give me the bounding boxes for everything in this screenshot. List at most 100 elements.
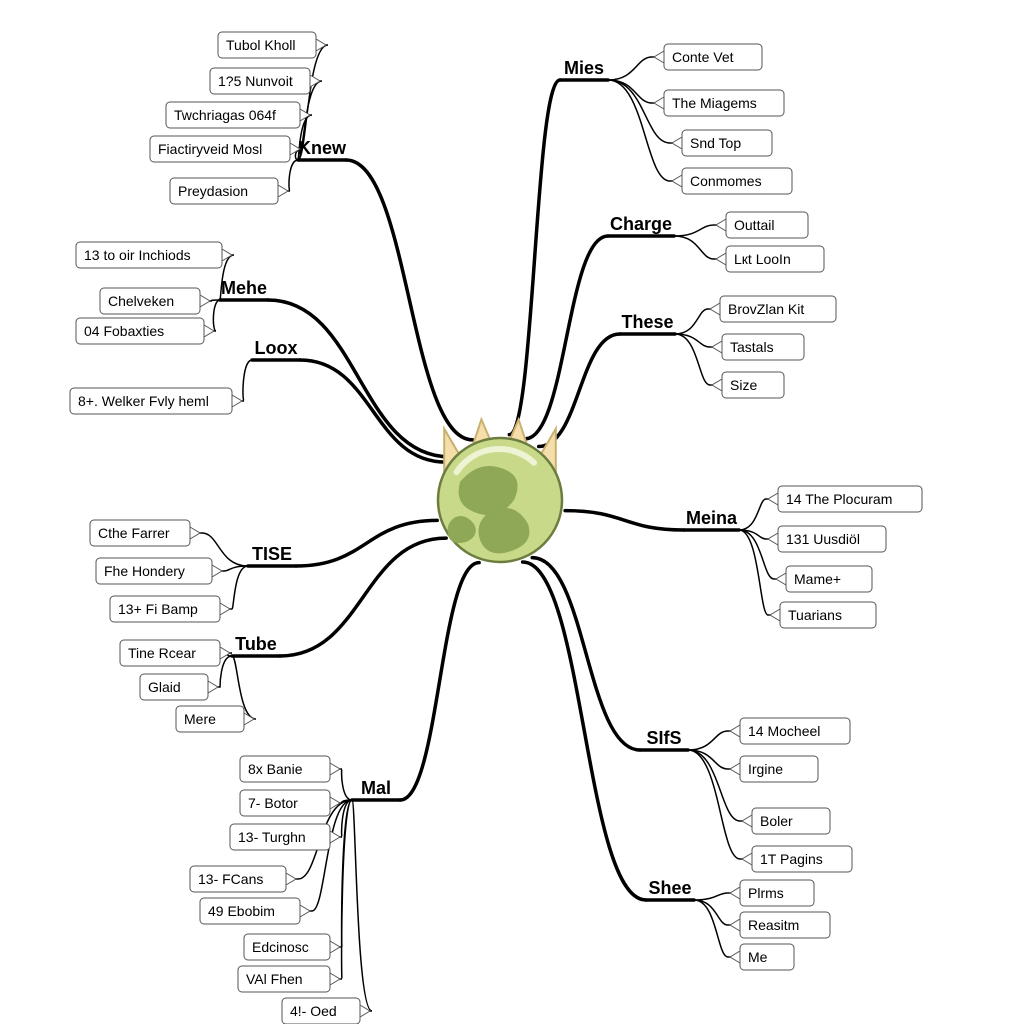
- leaf-label: Irgine: [748, 761, 783, 777]
- leaf-label: 13 to oir Inchiods: [84, 247, 191, 263]
- leaf-label: Me: [748, 949, 768, 965]
- branch-mehe: Mehe 13 to oir Inchiods Chelveken 04 Fobaxt…: [76, 242, 268, 344]
- leaf-label: Cthe Farrer: [98, 525, 170, 541]
- leaf-tab: [730, 951, 740, 963]
- branch-edge: [268, 300, 450, 457]
- branch-label: Mehe: [221, 278, 267, 298]
- center-node: [438, 419, 562, 562]
- leaf-label: Twchriagas 064f: [174, 107, 276, 123]
- leaf-label: The Miagems: [672, 95, 757, 111]
- leaf-tab: [770, 609, 780, 621]
- leaf-label: 13- Turghn: [238, 829, 306, 845]
- leaf-tab: [232, 395, 242, 407]
- leaf-tab: [716, 219, 726, 231]
- branch-label: Shee: [648, 878, 691, 898]
- leaf-edge: [330, 800, 352, 947]
- leaf-tab: [730, 763, 740, 775]
- branch-sifs: SIfS14 MocheelIrgineBoler1T Pagins: [640, 718, 852, 872]
- leaf-label: 49 Ebobim: [208, 903, 275, 919]
- branch-shee: SheePlrmsReasitmMe: [646, 878, 830, 970]
- leaf-tab: [712, 379, 722, 391]
- leaf-tab: [730, 919, 740, 931]
- branch-edge: [523, 562, 646, 900]
- leaf-label: 7- Botor: [248, 795, 298, 811]
- leaf-label: Conmomes: [690, 173, 762, 189]
- leaf-label: 1?5 Nunvoit: [218, 73, 293, 89]
- leaf-label: Preydasion: [178, 183, 248, 199]
- leaf-edge: [608, 57, 664, 80]
- leaf-tab: [300, 905, 310, 917]
- branch-edge: [400, 563, 479, 800]
- leaf-tab: [330, 941, 340, 953]
- leaf-tab: [672, 175, 682, 187]
- leaf-tab: [220, 603, 230, 615]
- leaf-tab: [286, 873, 296, 885]
- leaf-label: Fiactiryveid Mosl: [158, 141, 262, 157]
- leaf-tab: [672, 137, 682, 149]
- branch-tise: TISECthe FarrerFhe Hondery13+ Fi Bamp: [90, 520, 296, 622]
- leaf-tab: [190, 527, 200, 539]
- leaf-edge: [694, 900, 740, 957]
- leaf-tab: [768, 533, 778, 545]
- branch-label: Tube: [235, 634, 277, 654]
- leaf-edge: [232, 360, 252, 401]
- leaf-edge: [739, 499, 778, 530]
- leaf-label: 14 Mocheel: [748, 723, 820, 739]
- leaf-label: Mere: [184, 711, 216, 727]
- branch-label: Charge: [610, 214, 672, 234]
- leaf-label: Mame+: [794, 571, 841, 587]
- branch-edge: [509, 80, 560, 435]
- branch-loox: Loox8+. Welker Fvly heml: [70, 338, 300, 414]
- leaf-tab: [204, 325, 214, 337]
- leaf-label: 8+. Welker Fvly heml: [78, 393, 209, 409]
- leaf-tab: [730, 725, 740, 737]
- branch-label: Knew: [298, 138, 347, 158]
- leaf-edge: [694, 900, 740, 925]
- leaf-tab: [330, 763, 340, 775]
- leaf-label: Tubol Kholl: [226, 37, 296, 53]
- leaf-edge: [352, 800, 372, 1011]
- leaf-tab: [768, 493, 778, 505]
- leaf-edge: [674, 236, 726, 259]
- leaf-label: Fhe Hondery: [104, 563, 185, 579]
- leaf-label: Chelveken: [108, 293, 174, 309]
- leaf-label: Reasitm: [748, 917, 799, 933]
- leaf-tab: [330, 973, 340, 985]
- leaf-label: VAl Fhen: [246, 971, 303, 987]
- leaf-edge: [688, 731, 740, 750]
- leaf-tab: [654, 51, 664, 63]
- branch-label: Mies: [564, 58, 604, 78]
- leaf-label: Snd Top: [690, 135, 741, 151]
- branch-label: Mal: [361, 778, 391, 798]
- leaf-label: Lкt LooIn: [734, 251, 791, 267]
- branch-edge: [525, 236, 608, 439]
- leaf-label: BrovZlan Kit: [728, 301, 804, 317]
- leaf-tab: [716, 253, 726, 265]
- leaf-label: 131 Uusdiöl: [786, 531, 860, 547]
- branch-label: Meina: [686, 508, 738, 528]
- leaf-label: 04 Fobaxties: [84, 323, 164, 339]
- branch-label: SIfS: [646, 728, 681, 748]
- branch-label: These: [621, 312, 673, 332]
- leaf-label: Glaid: [148, 679, 181, 695]
- leaf-label: 1T Pagins: [760, 851, 823, 867]
- leaf-label: Tine Rcear: [128, 645, 196, 661]
- leaf-tab: [200, 295, 210, 307]
- leaf-tab: [730, 887, 740, 899]
- leaf-tab: [208, 681, 218, 693]
- leaf-label: 8x Banie: [248, 761, 303, 777]
- leaf-edge: [608, 80, 664, 103]
- leaf-tab: [776, 573, 786, 585]
- branch-edge: [280, 538, 446, 656]
- leaf-tab: [742, 815, 752, 827]
- branch-edge: [300, 360, 446, 462]
- leaf-tab: [710, 303, 720, 315]
- leaf-tab: [712, 341, 722, 353]
- leaf-tab: [330, 797, 340, 809]
- branch-tube: Tube Tine Rcear GlaidMere: [120, 634, 280, 732]
- branch-edge: [565, 511, 684, 530]
- leaf-edge: [330, 769, 352, 800]
- leaf-label: Conte Vet: [672, 49, 734, 65]
- branch-meina: Meina14 The Plocuram131 UusdiölMame+Tuar…: [684, 486, 922, 628]
- leaf-label: 14 The Plocuram: [786, 491, 892, 507]
